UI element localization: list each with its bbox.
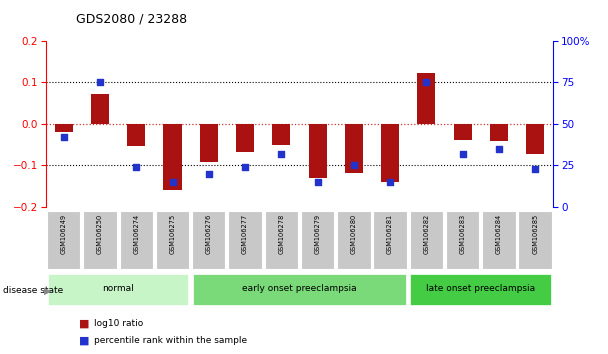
Bar [526, 124, 544, 154]
Text: normal: normal [102, 284, 134, 293]
Bar [127, 124, 145, 145]
Text: GSM106277: GSM106277 [242, 214, 248, 254]
Bar [199, 124, 218, 162]
Point [421, 79, 431, 85]
Point [240, 164, 250, 170]
Text: GSM106250: GSM106250 [97, 214, 103, 254]
FancyBboxPatch shape [410, 274, 551, 305]
Text: ■: ■ [79, 319, 89, 329]
Point [494, 146, 504, 152]
Bar [91, 93, 109, 124]
Text: GSM106281: GSM106281 [387, 214, 393, 254]
Text: GSM106278: GSM106278 [278, 214, 285, 254]
Text: GSM106280: GSM106280 [351, 214, 357, 254]
FancyBboxPatch shape [301, 211, 334, 269]
Bar [236, 124, 254, 152]
FancyBboxPatch shape [519, 211, 552, 269]
Point [131, 164, 141, 170]
Bar [490, 124, 508, 141]
Bar [164, 124, 182, 190]
Point [95, 79, 105, 85]
FancyBboxPatch shape [337, 211, 370, 269]
Point [204, 171, 213, 177]
Text: GSM106282: GSM106282 [423, 214, 429, 254]
FancyBboxPatch shape [192, 211, 226, 269]
Text: ▶: ▶ [44, 286, 52, 296]
Bar [345, 124, 363, 173]
Text: late onset preeclampsia: late onset preeclampsia [426, 284, 535, 293]
FancyBboxPatch shape [83, 211, 117, 269]
Bar [308, 124, 326, 178]
Point [385, 179, 395, 185]
Text: ■: ■ [79, 336, 89, 346]
FancyBboxPatch shape [446, 211, 479, 269]
Text: GSM106279: GSM106279 [314, 214, 320, 254]
Point [349, 162, 359, 168]
FancyBboxPatch shape [264, 211, 298, 269]
Point [168, 179, 178, 185]
Text: early onset preeclampsia: early onset preeclampsia [242, 284, 357, 293]
Text: GSM106283: GSM106283 [460, 214, 466, 254]
FancyBboxPatch shape [47, 211, 80, 269]
Text: GDS2080 / 23288: GDS2080 / 23288 [76, 12, 187, 25]
Point [458, 151, 468, 157]
Bar [55, 124, 73, 132]
Bar [417, 73, 435, 124]
Text: disease state: disease state [3, 286, 63, 296]
Text: percentile rank within the sample: percentile rank within the sample [94, 336, 247, 345]
Text: log10 ratio: log10 ratio [94, 319, 143, 329]
Point [313, 179, 322, 185]
FancyBboxPatch shape [410, 211, 443, 269]
FancyBboxPatch shape [229, 211, 261, 269]
Text: GSM106249: GSM106249 [61, 214, 67, 254]
Text: GSM106285: GSM106285 [532, 214, 538, 254]
Text: GSM106275: GSM106275 [170, 214, 176, 254]
Bar [272, 124, 291, 145]
FancyBboxPatch shape [48, 274, 188, 305]
FancyBboxPatch shape [193, 274, 406, 305]
Text: GSM106274: GSM106274 [133, 214, 139, 254]
Point [59, 135, 69, 140]
FancyBboxPatch shape [482, 211, 516, 269]
Bar [381, 124, 399, 182]
FancyBboxPatch shape [373, 211, 407, 269]
Point [530, 166, 540, 172]
FancyBboxPatch shape [120, 211, 153, 269]
Point [277, 151, 286, 157]
Text: GSM106276: GSM106276 [206, 214, 212, 254]
FancyBboxPatch shape [156, 211, 189, 269]
Text: GSM106284: GSM106284 [496, 214, 502, 254]
Bar [454, 124, 472, 140]
